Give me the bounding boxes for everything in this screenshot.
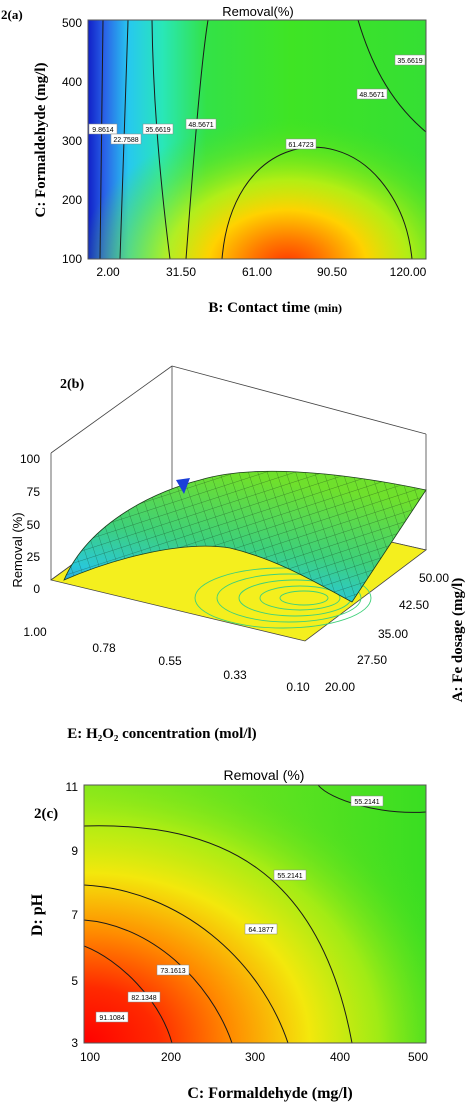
contour-label-text: 48.5671 (359, 92, 384, 99)
x-tick: 400 (330, 1050, 350, 1064)
panel-a-label: 2(a) (1, 7, 23, 22)
contour-label-text: 35.6619 (145, 127, 170, 134)
y-tick: 42.50 (399, 598, 429, 612)
y-tick: 35.00 (378, 627, 408, 641)
y-tick: 20.00 (325, 680, 355, 694)
z-tick: 100 (20, 452, 40, 466)
x-axis-label: B: Contact time (208, 300, 310, 316)
contour-label: 73.1613 (156, 964, 190, 976)
x-axis-label: E: H₂O₂ concentration (mol/l) (67, 726, 256, 742)
x-axis-unit: (min) (314, 301, 342, 315)
x-tick: 31.50 (166, 265, 196, 279)
y-axis-label: C: Formaldehyde (mg/l) (33, 63, 49, 218)
x-tick: 500 (408, 1050, 428, 1064)
x-axis-label: C: Formaldehyde (mg/l) (187, 1085, 352, 1102)
response-surface (63, 470, 427, 603)
contour-label-text: 55.2141 (354, 799, 379, 806)
contour-label-text: 55.2141 (277, 873, 302, 880)
contour-label: 61.4723 (285, 138, 317, 150)
x-tick: 61.00 (242, 265, 272, 279)
panel-a-title: Removal(%) (222, 4, 294, 19)
contour-label: 35.6619 (394, 54, 426, 66)
y-tick: 11 (66, 780, 79, 794)
x-tick: 0.78 (92, 641, 116, 655)
contour-label-text: 61.4723 (288, 142, 313, 149)
y-tick: 7 (71, 908, 78, 922)
contour-label: 55.2141 (350, 795, 384, 807)
contour-label: 9.8614 (88, 123, 118, 135)
y-tick: 400 (62, 75, 82, 89)
panel-c-label: 2(c) (34, 806, 58, 822)
contour-label: 35.6619 (142, 123, 174, 135)
z-tick: 75 (27, 485, 41, 499)
z-tick: 25 (27, 550, 41, 564)
y-axis-label: D: pH (29, 893, 46, 936)
x-tick: 200 (161, 1050, 181, 1064)
y-tick: 300 (62, 134, 82, 148)
x-tick: 1.00 (23, 625, 47, 639)
y-tick: 200 (62, 193, 82, 207)
contour-label-text: 35.6619 (397, 58, 422, 65)
x-tick: 100 (80, 1050, 100, 1064)
contour-label: 55.2141 (273, 869, 307, 881)
x-tick: 90.50 (317, 265, 347, 279)
y-tick: 27.50 (357, 653, 387, 667)
y-tick: 100 (62, 252, 82, 266)
y-tick: 500 (62, 16, 82, 30)
x-tick: 0.55 (158, 654, 182, 668)
contour-label: 22.7588 (110, 133, 142, 145)
panel-b-label: 2(b) (60, 377, 84, 392)
z-tick: 0 (33, 582, 40, 596)
panel-c-title: Removal (%) (224, 767, 305, 783)
panel-a: 9.8614 22.7588 35.6619 48.5671 61.4723 4… (1, 4, 427, 316)
z-axis-label: Removal (%) (10, 512, 25, 587)
contour-label-text: 91.1084 (99, 1015, 124, 1022)
y-tick: 9 (71, 844, 78, 858)
x-tick: 120.00 (390, 265, 427, 279)
y-tick: 3 (71, 1036, 78, 1050)
contour-label: 91.1084 (95, 1011, 129, 1023)
contour-label-text: 64.1877 (248, 927, 273, 934)
z-tick: 50 (27, 518, 41, 532)
panel-a-heatmap (88, 20, 426, 259)
y-axis-label: A: Fe dosage (mg/l) (450, 578, 466, 703)
y-tick: 5 (71, 974, 78, 988)
contour-label-text: 82.1348 (131, 995, 156, 1002)
contour-label-text: 48.5671 (188, 122, 213, 129)
y-tick: 50.00 (419, 571, 449, 585)
contour-label: 64.1877 (244, 923, 278, 935)
panel-c: 91.1084 82.1348 73.1613 64.1877 55.2141 … (29, 767, 428, 1102)
contour-label-text: 9.8614 (92, 127, 114, 134)
panel-c-heatmap (84, 785, 426, 1043)
contour-label: 82.1348 (127, 991, 161, 1003)
contour-label: 48.5671 (356, 88, 388, 100)
contour-label-text: 73.1613 (160, 968, 185, 975)
x-tick: 300 (245, 1050, 265, 1064)
x-tick: 0.10 (286, 680, 310, 694)
contour-label: 48.5671 (185, 118, 217, 130)
x-tick: 0.33 (223, 668, 247, 682)
x-tick: 2.00 (96, 265, 120, 279)
panel-b: 2(b) 100 75 50 25 0 Removal (%) 1.00 0.7… (10, 365, 466, 742)
contour-label-text: 22.7588 (113, 137, 138, 144)
